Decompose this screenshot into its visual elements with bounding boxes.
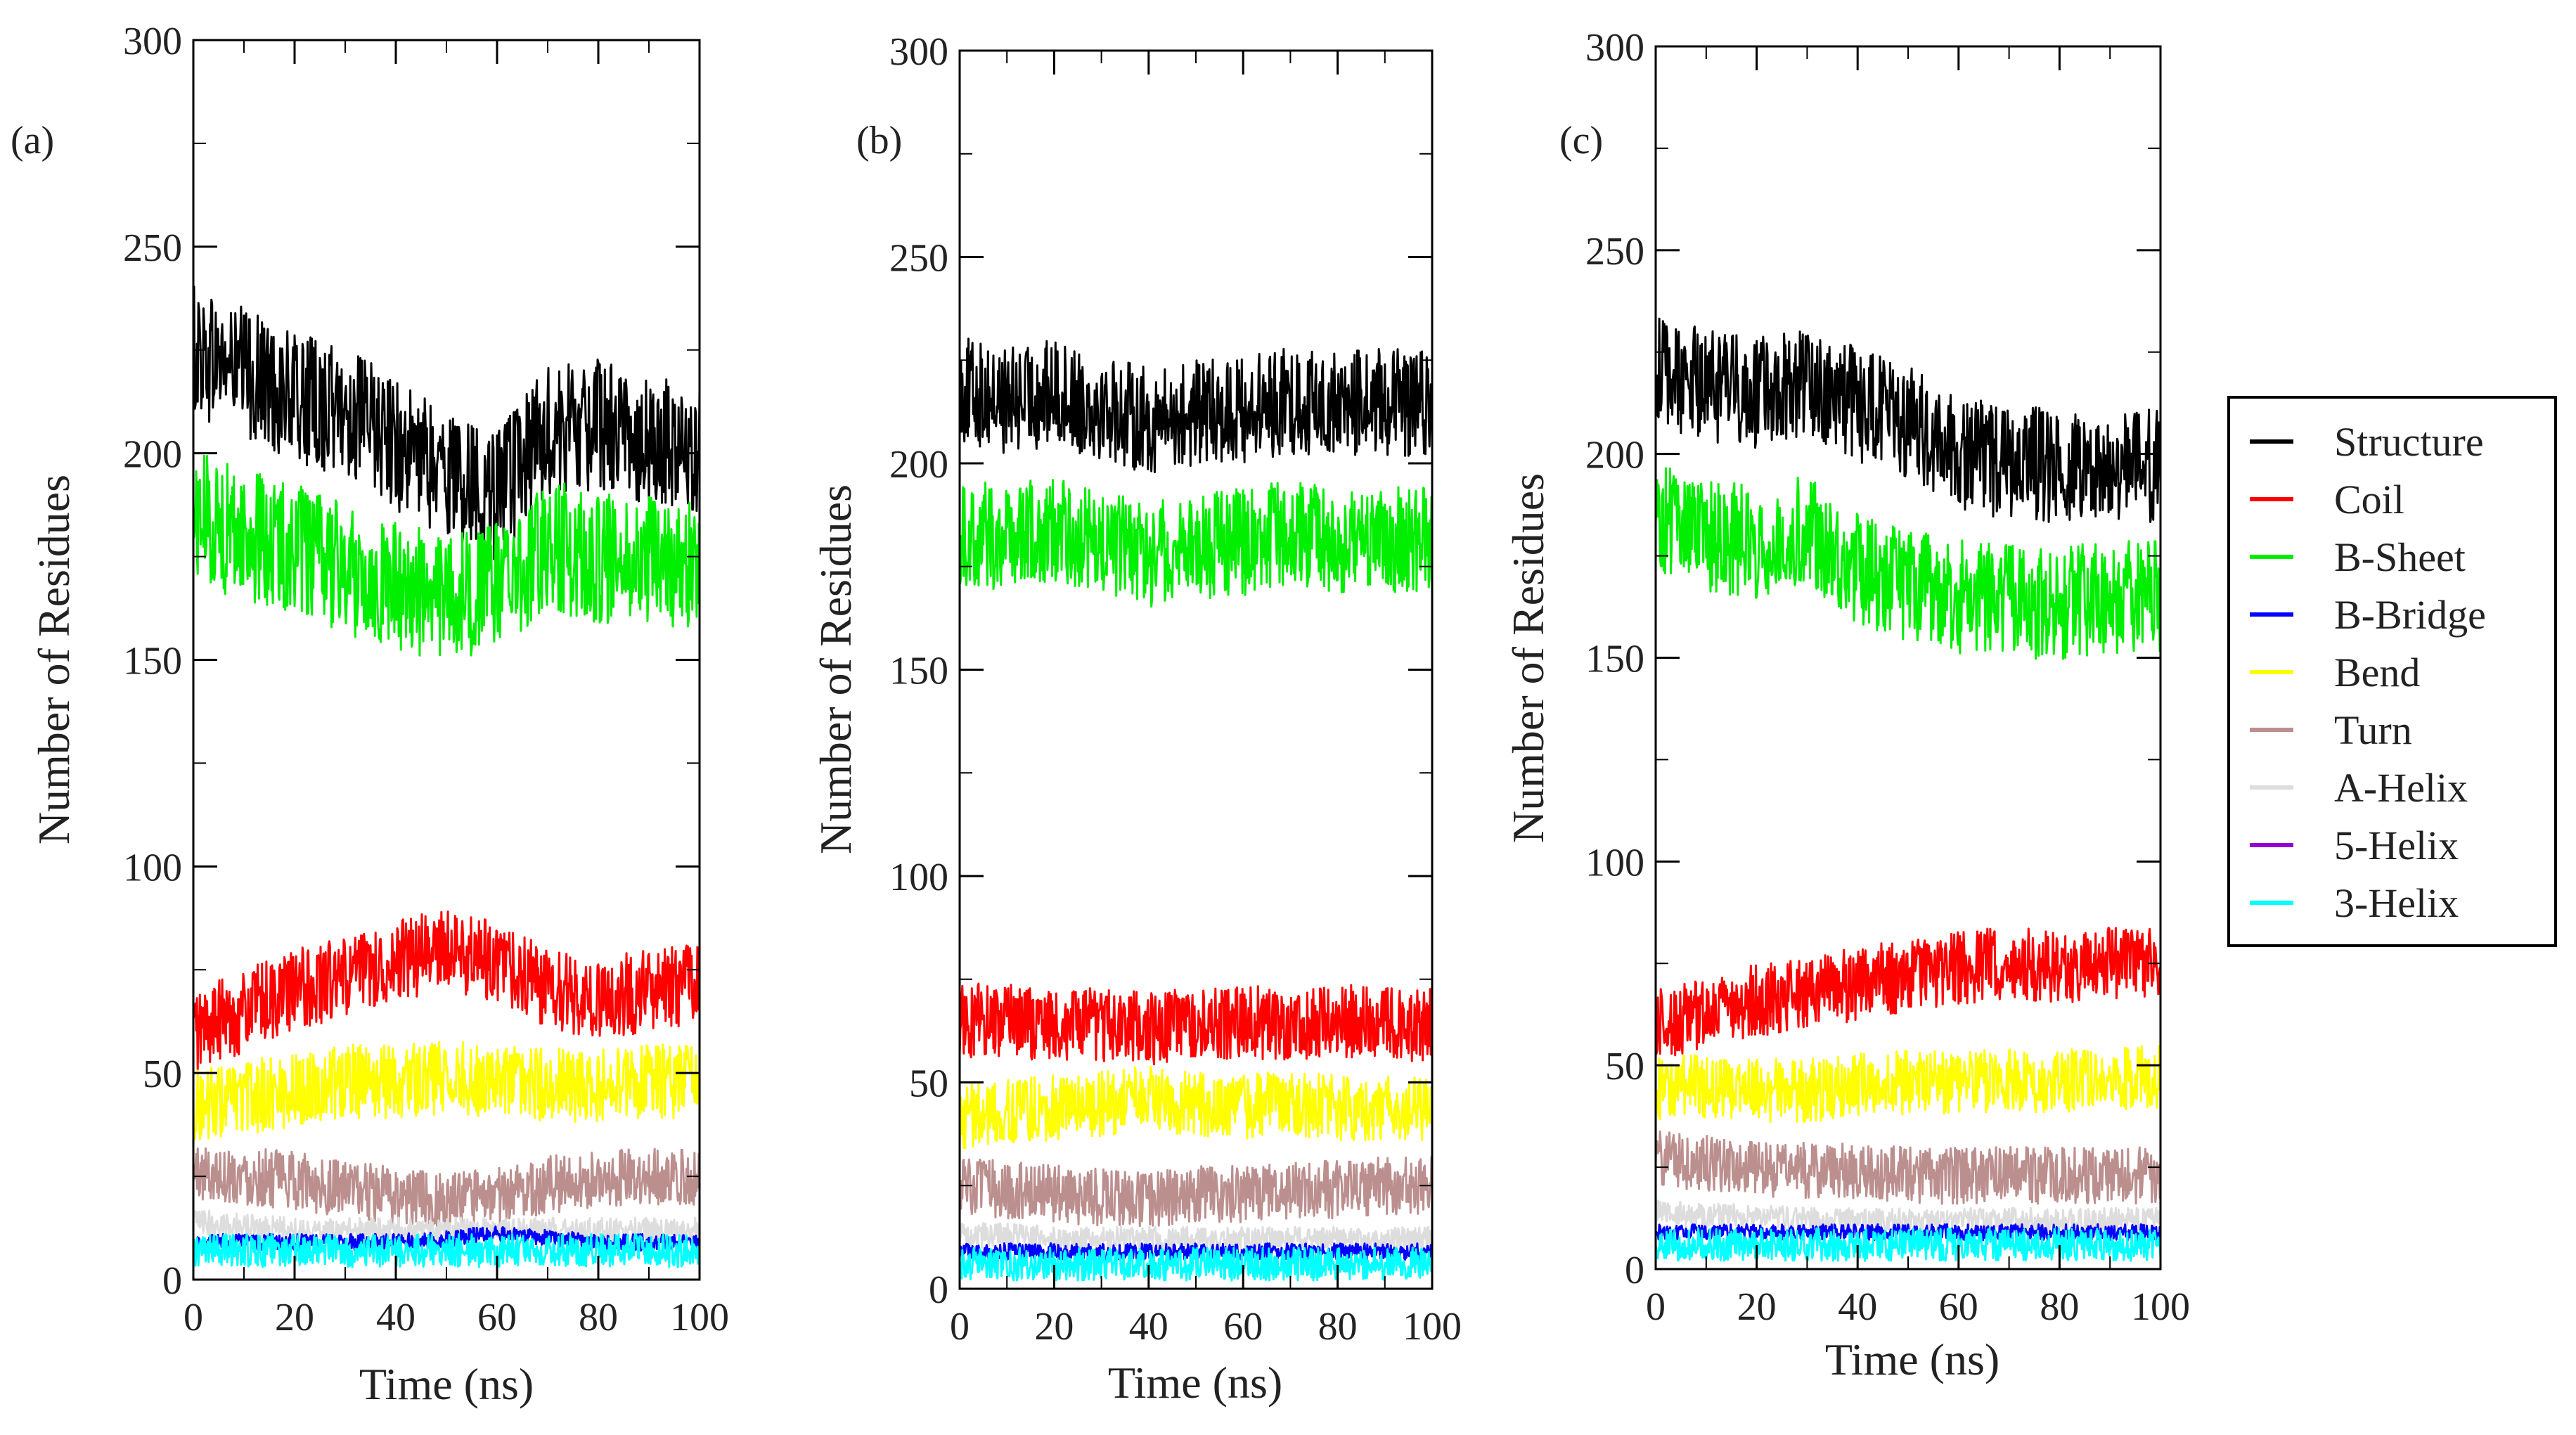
- panel-b-xtick-label: 80: [1318, 1305, 1358, 1349]
- panel-c-ytick-label: 0: [1625, 1249, 1644, 1292]
- panel-a-ytick-label: 250: [123, 226, 182, 270]
- legend-items: Structure Coil B-Sheet B-Bridge Bend Turn A-He…: [2250, 419, 2486, 926]
- panel-b-xlabel: Time (ns): [1108, 1358, 1282, 1408]
- panel-b-series-turn: [958, 1156, 1434, 1228]
- panel-a-series-coil: [192, 910, 701, 1071]
- panel-c-ytick-label: 200: [1585, 434, 1644, 477]
- panel-a-series: [192, 285, 701, 1280]
- panel-c-ytick-label: 250: [1585, 230, 1644, 274]
- panel-b-ytick-label: 300: [889, 30, 948, 74]
- legend: Structure Coil B-Sheet B-Bridge Bend Turn A-He…: [2227, 396, 2557, 947]
- panel-b-ytick-label: 200: [889, 443, 948, 487]
- panel-b-series-b-bridge: [958, 1242, 1434, 1261]
- panel-c-label: (c): [1559, 119, 1603, 162]
- legend-label-a-helix: A-Helix: [2334, 765, 2468, 811]
- panel-a-xtick-label: 100: [670, 1296, 729, 1339]
- panel-a-xtick-label: 0: [183, 1296, 203, 1339]
- panel-a-xtick-label: 80: [579, 1296, 618, 1339]
- panel-c-xtick-label: 60: [1939, 1285, 1978, 1329]
- panel-b-series-bend: [958, 1065, 1434, 1150]
- panel-a: 0 50 100 150 200 250 300 0 20 40 60 80 100 (a) Time …: [11, 20, 729, 1409]
- panel-b-series-a-helix: [958, 1222, 1433, 1253]
- panel-c-series-structure: [1654, 317, 2162, 523]
- panel-a-series-b-sheet: [192, 454, 700, 657]
- panel-c-ytick-label: 50: [1605, 1045, 1644, 1088]
- panel-b-xtick-label: 0: [950, 1305, 970, 1349]
- panel-a-ticks: 0 50 100 150 200 250 300 0 20 40 60 80 100: [123, 20, 729, 1339]
- panel-c-ytick-label: 100: [1585, 841, 1644, 884]
- panel-c-xtick-label: 40: [1838, 1285, 1877, 1329]
- panel-b-ylabel: Number of Residues: [811, 484, 861, 854]
- panel-a-ytick-label: 50: [143, 1053, 182, 1096]
- panel-b-series-coil: [958, 982, 1434, 1066]
- legend-label-b-sheet: B-Sheet: [2334, 534, 2466, 580]
- panel-a-ytick-label: 150: [123, 640, 182, 683]
- panel-b-ytick-label: 50: [909, 1062, 948, 1106]
- panel-b-ytick-label: 100: [889, 856, 948, 899]
- panel-c-xlabel: Time (ns): [1825, 1334, 1999, 1384]
- panel-b-xtick-label: 40: [1129, 1305, 1168, 1349]
- panel-a-series-turn: [192, 1147, 701, 1231]
- legend-label-bend: Bend: [2334, 650, 2420, 695]
- panel-b-series-b-sheet: [958, 479, 1434, 608]
- panel-a-series-structure: [192, 285, 701, 560]
- panel-a-ytick-label: 0: [162, 1259, 182, 1303]
- panel-a-xtick-label: 60: [477, 1296, 517, 1339]
- panel-b-ytick-label: 0: [929, 1268, 948, 1312]
- panel-c-series-turn: [1654, 1130, 2162, 1205]
- panel-b-xtick-label: 20: [1034, 1305, 1074, 1349]
- panel-a-ylabel: Number of Residues: [29, 475, 79, 844]
- panel-a-ytick-label: 200: [123, 433, 182, 477]
- panel-b-series: [958, 337, 1434, 1289]
- panel-b-series-3-helix: [958, 1246, 1434, 1282]
- panel-c-ylabel: Number of Residues: [1503, 473, 1553, 843]
- panel-c-series-3-helix: [1654, 1227, 2162, 1262]
- panel-b: 0 50 100 150 200 250 300 0 20 40 60 80 100 (b) Time …: [811, 30, 1462, 1408]
- panel-b-series-structure: [958, 337, 1434, 474]
- panel-c-ytick-label: 300: [1585, 26, 1644, 70]
- panel-c-series: [1654, 317, 2162, 1270]
- panel-b-ticks: 0 50 100 150 200 250 300 0 20 40 60 80 100: [889, 30, 1462, 1349]
- panel-b-ytick-label: 250: [889, 237, 948, 281]
- panel-a-series-3-helix: [192, 1233, 701, 1268]
- panel-c-ticks: 0 50 100 150 200 250 300 0 20 40 60 80 100: [1585, 26, 2190, 1329]
- panel-c: 0 50 100 150 200 250 300 0 20 40 60 80 100 (c) Time …: [1503, 26, 2190, 1384]
- panel-b-label: (b): [856, 119, 902, 162]
- panel-c-xtick-label: 20: [1737, 1285, 1777, 1329]
- legend-label-structure: Structure: [2334, 419, 2484, 465]
- panel-b-ytick-label: 150: [889, 650, 948, 693]
- panel-c-xtick-label: 80: [2040, 1285, 2079, 1329]
- panel-a-xlabel: Time (ns): [359, 1359, 534, 1409]
- panel-a-series-bend: [192, 1041, 701, 1141]
- legend-label-turn: Turn: [2334, 707, 2412, 753]
- legend-label-3-helix: 3-Helix: [2334, 880, 2459, 926]
- panel-a-label: (a): [11, 119, 54, 162]
- panel-b-xtick-label: 60: [1223, 1305, 1263, 1349]
- panel-a-ytick-label: 100: [123, 846, 182, 889]
- panel-a-xtick-label: 20: [275, 1296, 314, 1339]
- panel-a-ytick-label: 300: [123, 20, 182, 63]
- panel-c-series-a-helix: [1654, 1199, 2162, 1234]
- panel-b-xtick-label: 100: [1403, 1305, 1462, 1349]
- panel-c-xtick-label: 0: [1646, 1285, 1666, 1329]
- panel-a-xtick-label: 40: [376, 1296, 416, 1339]
- panel-c-series-bend: [1654, 1045, 2162, 1124]
- legend-label-5-helix: 5-Helix: [2334, 823, 2459, 868]
- panel-c-ytick-label: 150: [1585, 638, 1644, 681]
- legend-label-coil: Coil: [2334, 477, 2404, 522]
- panel-c-xtick-label: 100: [2131, 1285, 2190, 1329]
- panel-c-series-coil: [1654, 927, 2162, 1057]
- panel-c-series-b-sheet: [1654, 467, 2162, 660]
- legend-label-b-bridge: B-Bridge: [2334, 592, 2486, 638]
